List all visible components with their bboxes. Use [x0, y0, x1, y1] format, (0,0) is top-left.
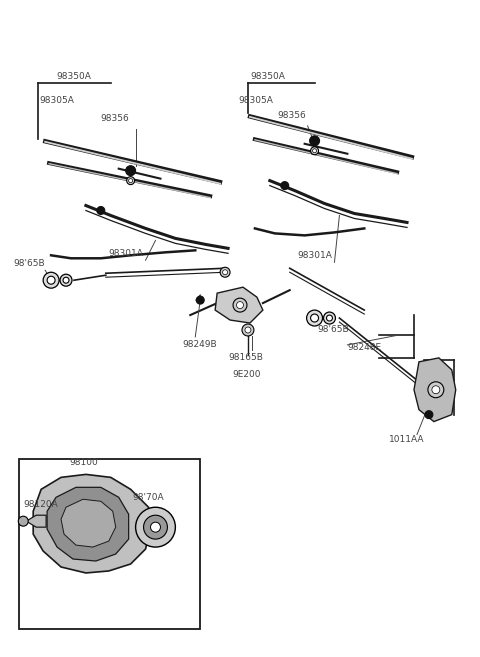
- Text: 98305A: 98305A: [238, 97, 273, 106]
- Text: 98301A: 98301A: [109, 249, 144, 258]
- Circle shape: [425, 411, 433, 419]
- Circle shape: [245, 327, 251, 333]
- Text: 98'65B: 98'65B: [318, 325, 349, 334]
- Circle shape: [312, 148, 316, 152]
- Circle shape: [144, 515, 168, 539]
- Circle shape: [151, 522, 160, 532]
- Polygon shape: [61, 499, 116, 547]
- Circle shape: [233, 298, 247, 312]
- Circle shape: [97, 206, 105, 214]
- Text: 98350A: 98350A: [250, 72, 285, 81]
- Text: 98'65B: 98'65B: [13, 259, 45, 268]
- Circle shape: [310, 136, 320, 146]
- Circle shape: [129, 179, 132, 183]
- Circle shape: [196, 296, 204, 304]
- Circle shape: [281, 181, 288, 190]
- Text: 98248E: 98248E: [348, 344, 382, 352]
- Polygon shape: [414, 358, 456, 422]
- Text: 1011AA: 1011AA: [389, 435, 425, 444]
- Circle shape: [220, 267, 230, 277]
- Circle shape: [60, 274, 72, 286]
- Circle shape: [127, 177, 134, 185]
- Text: 98305A: 98305A: [39, 97, 74, 106]
- Circle shape: [324, 312, 336, 324]
- Circle shape: [63, 277, 69, 283]
- Circle shape: [47, 276, 55, 284]
- Circle shape: [428, 382, 444, 397]
- Text: 98100: 98100: [69, 458, 98, 467]
- Circle shape: [237, 302, 243, 309]
- Text: 9E200: 9E200: [232, 371, 261, 379]
- Circle shape: [43, 272, 59, 288]
- Text: 98120A: 98120A: [23, 500, 58, 509]
- Polygon shape: [47, 487, 129, 561]
- Polygon shape: [26, 515, 46, 527]
- Circle shape: [223, 270, 228, 275]
- Text: 98249B: 98249B: [182, 340, 217, 350]
- Circle shape: [126, 166, 136, 175]
- Circle shape: [432, 386, 440, 394]
- Text: 98'70A: 98'70A: [132, 493, 164, 502]
- Circle shape: [18, 516, 28, 526]
- Text: 98356: 98356: [278, 112, 307, 120]
- Text: 98301A: 98301A: [298, 251, 333, 260]
- Circle shape: [326, 315, 333, 321]
- Polygon shape: [215, 287, 263, 323]
- Text: 98350A: 98350A: [56, 72, 91, 81]
- Circle shape: [242, 324, 254, 336]
- Circle shape: [311, 314, 319, 322]
- Circle shape: [307, 310, 323, 326]
- Bar: [19, 459, 200, 629]
- Circle shape: [136, 507, 175, 547]
- Text: 98165B: 98165B: [228, 353, 263, 363]
- Circle shape: [311, 147, 319, 155]
- Text: 98356: 98356: [101, 114, 130, 124]
- Polygon shape: [33, 474, 151, 573]
